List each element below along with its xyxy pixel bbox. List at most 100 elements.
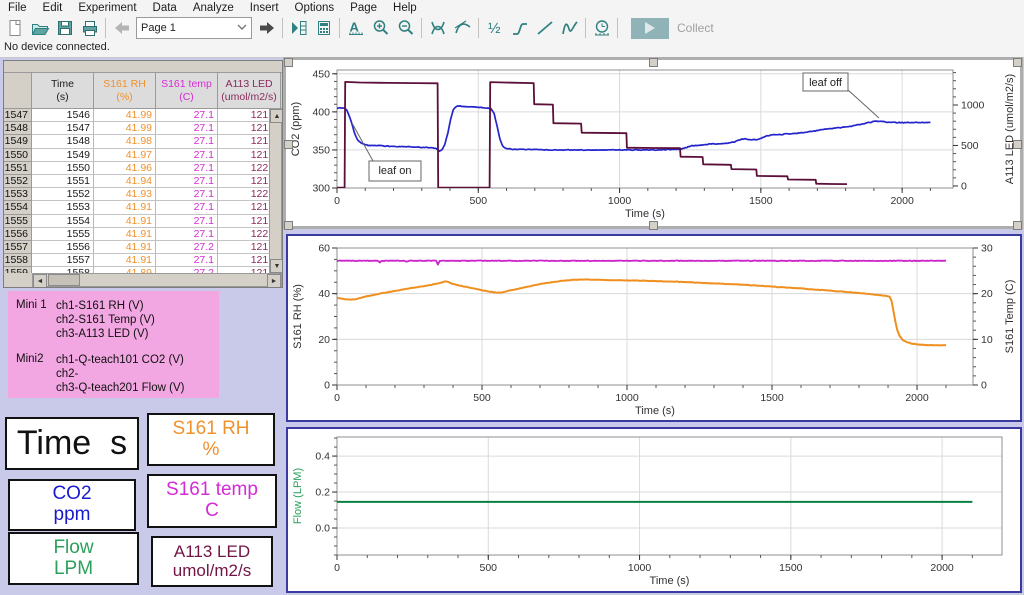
table-row[interactable]: 1551155041.9627.1122.0 bbox=[4, 162, 282, 175]
table-row[interactable]: 1547154641.9927.1121.9 bbox=[4, 109, 282, 122]
integral-button[interactable] bbox=[507, 17, 532, 40]
row-number: 1553 bbox=[4, 188, 32, 201]
new-file-button[interactable] bbox=[2, 17, 27, 40]
scroll-down-icon[interactable]: ▼ bbox=[270, 259, 283, 273]
statistics-button[interactable]: ½ bbox=[482, 17, 507, 40]
row-number: 1554 bbox=[4, 201, 32, 214]
column-header-2[interactable]: S161 RH(%) bbox=[94, 73, 156, 109]
menu-insert[interactable]: Insert bbox=[242, 2, 287, 14]
interpolate-button[interactable] bbox=[425, 17, 450, 40]
led-label-box[interactable]: A113 LEDumol/m2/s bbox=[151, 536, 273, 587]
table-row[interactable]: 1555155441.9127.1121.9 bbox=[4, 215, 282, 228]
channel-notes-textbox[interactable]: Mini 1ch1-S161 RH (V)ch2-S161 Temp (V)ch… bbox=[8, 291, 219, 398]
zoom-in-button[interactable] bbox=[368, 17, 393, 40]
svg-text:500: 500 bbox=[470, 195, 488, 207]
page-selector[interactable]: Page 1 bbox=[136, 17, 252, 39]
toolbar: Page 1A½Collect bbox=[0, 15, 1024, 41]
calculator-icon bbox=[314, 18, 334, 38]
scroll-up-icon[interactable]: ▲ bbox=[270, 109, 283, 123]
svg-text:20: 20 bbox=[981, 288, 993, 300]
scroll-left-icon[interactable]: ◄ bbox=[33, 274, 47, 288]
data-browser-button[interactable] bbox=[286, 17, 311, 40]
table-row[interactable]: 1550154941.9727.1121.8 bbox=[4, 149, 282, 162]
statistics-icon: ½ bbox=[485, 18, 505, 38]
prev-page-button[interactable] bbox=[109, 17, 134, 40]
svg-text:500: 500 bbox=[473, 392, 491, 404]
selection-handle[interactable] bbox=[649, 221, 658, 230]
tangent-button[interactable] bbox=[450, 17, 475, 40]
cell: 1554 bbox=[32, 215, 94, 228]
table-row[interactable]: 1558155741.9127.1121.8 bbox=[4, 254, 282, 267]
cell: 41.98 bbox=[94, 135, 156, 148]
print-button[interactable] bbox=[77, 17, 102, 40]
co2-led-graph[interactable]: 0500100015002000Time (s)300350400450CO2 … bbox=[283, 57, 1023, 229]
svg-text:2000: 2000 bbox=[890, 195, 914, 207]
temp-label-line2: C bbox=[205, 501, 219, 522]
zoom-out-button[interactable] bbox=[393, 17, 418, 40]
examine-button[interactable]: A bbox=[343, 17, 368, 40]
linear-fit-button[interactable] bbox=[532, 17, 557, 40]
row-number: 1558 bbox=[4, 254, 32, 267]
collect-button[interactable] bbox=[631, 18, 669, 39]
menu-file[interactable]: File bbox=[0, 2, 35, 14]
selection-handle[interactable] bbox=[1013, 140, 1022, 149]
rh-label-box[interactable]: S161 RH% bbox=[147, 413, 275, 466]
table-row[interactable]: 1554155341.9127.1121.9 bbox=[4, 201, 282, 214]
toolbar-separator bbox=[105, 18, 106, 38]
table-row[interactable]: 1548154741.9927.1121.8 bbox=[4, 122, 282, 135]
open-file-button[interactable] bbox=[27, 17, 52, 40]
menu-data[interactable]: Data bbox=[145, 2, 185, 14]
scrollbar-track[interactable] bbox=[81, 274, 267, 286]
menu-bar: FileEditExperimentDataAnalyzeInsertOptio… bbox=[0, 0, 1024, 15]
selection-handle[interactable] bbox=[1013, 221, 1022, 230]
scrollbar-thumb[interactable] bbox=[48, 274, 80, 286]
svg-text:Time (s): Time (s) bbox=[650, 575, 690, 587]
flow-label-box[interactable]: FlowLPM bbox=[8, 532, 139, 585]
menu-help[interactable]: Help bbox=[385, 2, 425, 14]
table-row[interactable]: 1552155141.9427.1121.8 bbox=[4, 175, 282, 188]
menu-page[interactable]: Page bbox=[342, 2, 385, 14]
column-header-3[interactable]: S161 temp(C) bbox=[156, 73, 218, 109]
menu-experiment[interactable]: Experiment bbox=[70, 2, 144, 14]
rh-temp-graph[interactable]: 0500100015002000Time (s)0204060S161 RH (… bbox=[286, 234, 1022, 422]
table-header-row[interactable]: Time(s)S161 RH(%)S161 temp(C)A113 LED(um… bbox=[4, 73, 282, 109]
flow-graph[interactable]: 0500100015002000Time (s)0.00.20.4Flow (L… bbox=[286, 427, 1022, 593]
table-body[interactable]: 1547154641.9927.1121.91548154741.9927.11… bbox=[4, 109, 282, 273]
curve-fit-button[interactable] bbox=[557, 17, 582, 40]
scroll-right-icon[interactable]: ► bbox=[267, 274, 281, 288]
rh-temp-chart: 0500100015002000Time (s)0204060S161 RH (… bbox=[288, 236, 1020, 420]
column-header-1[interactable]: Time(s) bbox=[32, 73, 94, 109]
selection-handle[interactable] bbox=[284, 140, 293, 149]
interface-label: Mini 1 bbox=[16, 299, 56, 341]
table-row[interactable]: 1549154841.9827.1121.9 bbox=[4, 135, 282, 148]
table-vertical-scrollbar[interactable]: ▲ ▼ bbox=[269, 108, 282, 274]
save-button[interactable] bbox=[52, 17, 77, 40]
selection-handle[interactable] bbox=[284, 221, 293, 230]
selection-handle[interactable] bbox=[1013, 58, 1022, 67]
menu-options[interactable]: Options bbox=[287, 2, 343, 14]
menu-edit[interactable]: Edit bbox=[35, 2, 71, 14]
svg-text:1500: 1500 bbox=[749, 195, 773, 207]
cell: 27.1 bbox=[156, 162, 218, 175]
table-row[interactable]: 1556155541.9127.1122.0 bbox=[4, 228, 282, 241]
print-icon bbox=[80, 18, 100, 38]
selection-handle[interactable] bbox=[284, 58, 293, 67]
table-row[interactable]: 1553155241.9327.1122.0 bbox=[4, 188, 282, 201]
next-page-button[interactable] bbox=[254, 17, 279, 40]
rh-label-line1: S161 RH bbox=[172, 419, 249, 440]
selection-handle[interactable] bbox=[649, 58, 658, 67]
data-collection-button[interactable] bbox=[589, 17, 614, 40]
co2-label-box[interactable]: CO2ppm bbox=[8, 479, 136, 531]
svg-text:1000: 1000 bbox=[608, 195, 632, 207]
time-label-box[interactable]: Time s bbox=[5, 417, 139, 470]
temp-label-box[interactable]: S161 tempC bbox=[147, 474, 277, 528]
menu-analyze[interactable]: Analyze bbox=[185, 2, 242, 14]
cell: 1557 bbox=[32, 254, 94, 267]
table-horizontal-scrollbar[interactable]: ◄ ► bbox=[32, 273, 282, 287]
flow-label-line2: LPM bbox=[54, 559, 93, 580]
notes-group: Mini 1ch1-S161 RH (V)ch2-S161 Temp (V)ch… bbox=[16, 299, 219, 341]
column-header-4[interactable]: A113 LED(umol/m2/s) bbox=[218, 73, 281, 109]
calculator-button[interactable] bbox=[311, 17, 336, 40]
data-table[interactable]: Time(s)S161 RH(%)S161 temp(C)A113 LED(um… bbox=[3, 60, 283, 288]
table-row[interactable]: 1557155641.9127.2121.9 bbox=[4, 241, 282, 254]
